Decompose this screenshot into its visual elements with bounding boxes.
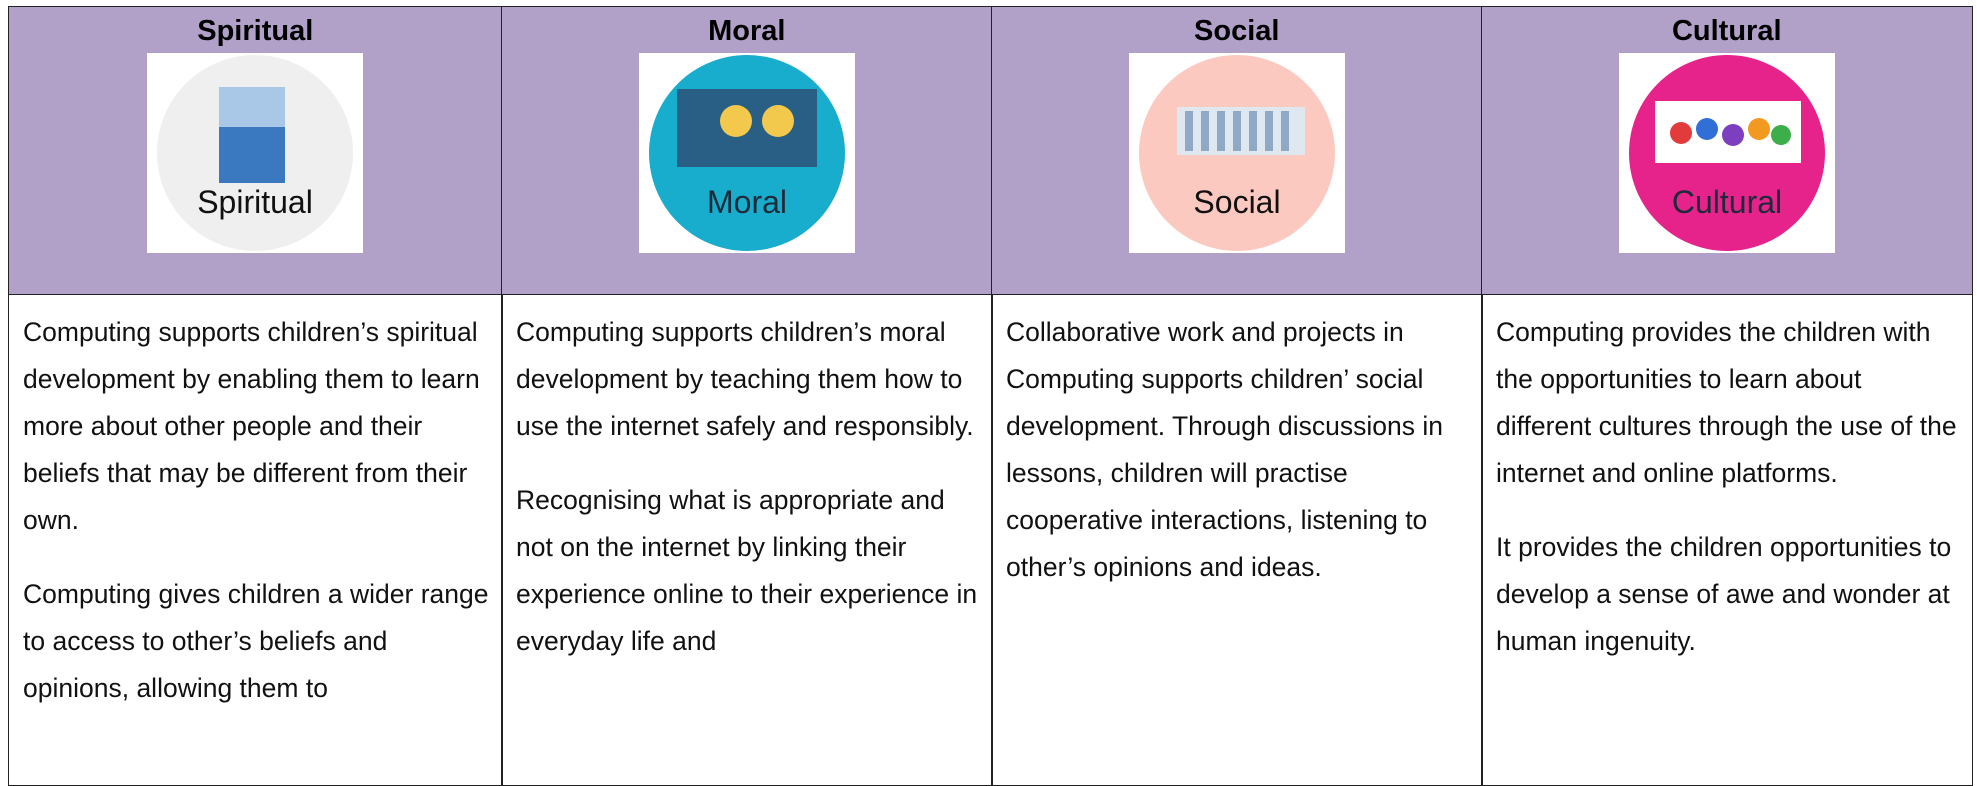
column-header: Cultural Cultural — [1482, 7, 1972, 295]
paragraph: Computing provides the children with the… — [1496, 317, 1957, 488]
paragraph: Recognising what is appropriate and not … — [516, 485, 978, 656]
column: Moral Moral Computing supports children’s … — [501, 6, 993, 786]
column-header: Social Social — [992, 7, 1482, 295]
icon-caption: Social — [1193, 184, 1280, 220]
column-title: Cultural — [1671, 15, 1782, 47]
icon-caption: Spiritual — [197, 184, 313, 220]
icon: Moral — [638, 53, 855, 253]
icon-graphic: Moral — [648, 55, 845, 251]
paragraph: Computing supports children’s spiritual … — [23, 317, 480, 535]
column-header: Spiritual Spiritual — [9, 7, 502, 295]
paragraph: Computing supports children’s moral deve… — [516, 317, 974, 441]
icon-caption: Cultural — [1672, 184, 1782, 220]
icon-graphic: Cultural — [1628, 55, 1825, 251]
column-body: Computing provides the children with the… — [1482, 295, 1972, 665]
paragraph: It provides the children opportunities t… — [1496, 532, 1952, 656]
column-title: Social — [1194, 15, 1280, 47]
column-title: Moral — [708, 15, 786, 47]
column-body: Computing supports children’s moral deve… — [502, 295, 992, 665]
column: Cultural Cultural Computing provides the c… — [1481, 6, 1973, 786]
icon: Spiritual — [147, 53, 364, 253]
icon-graphic: Social — [1138, 55, 1335, 251]
column-header: Moral Moral — [502, 7, 992, 295]
column: Social Social Collaborative work and proje… — [991, 6, 1483, 786]
paragraph: Computing gives children a wider range t… — [23, 579, 489, 703]
column-body: Computing supports children’s spiritual … — [9, 295, 502, 712]
icon: Social — [1128, 53, 1345, 253]
column-title: Spiritual — [197, 15, 314, 47]
icon: Cultural — [1618, 53, 1835, 253]
page: Spiritual Spiritual Computing supports chi… — [8, 6, 1973, 786]
icon-graphic: Spiritual — [157, 55, 354, 251]
paragraph: Collaborative work and projects in Compu… — [1006, 317, 1444, 582]
column: Spiritual Spiritual Computing supports chi… — [8, 6, 503, 786]
column-body: Collaborative work and projects in Compu… — [992, 295, 1482, 591]
icon-caption: Moral — [707, 184, 787, 220]
